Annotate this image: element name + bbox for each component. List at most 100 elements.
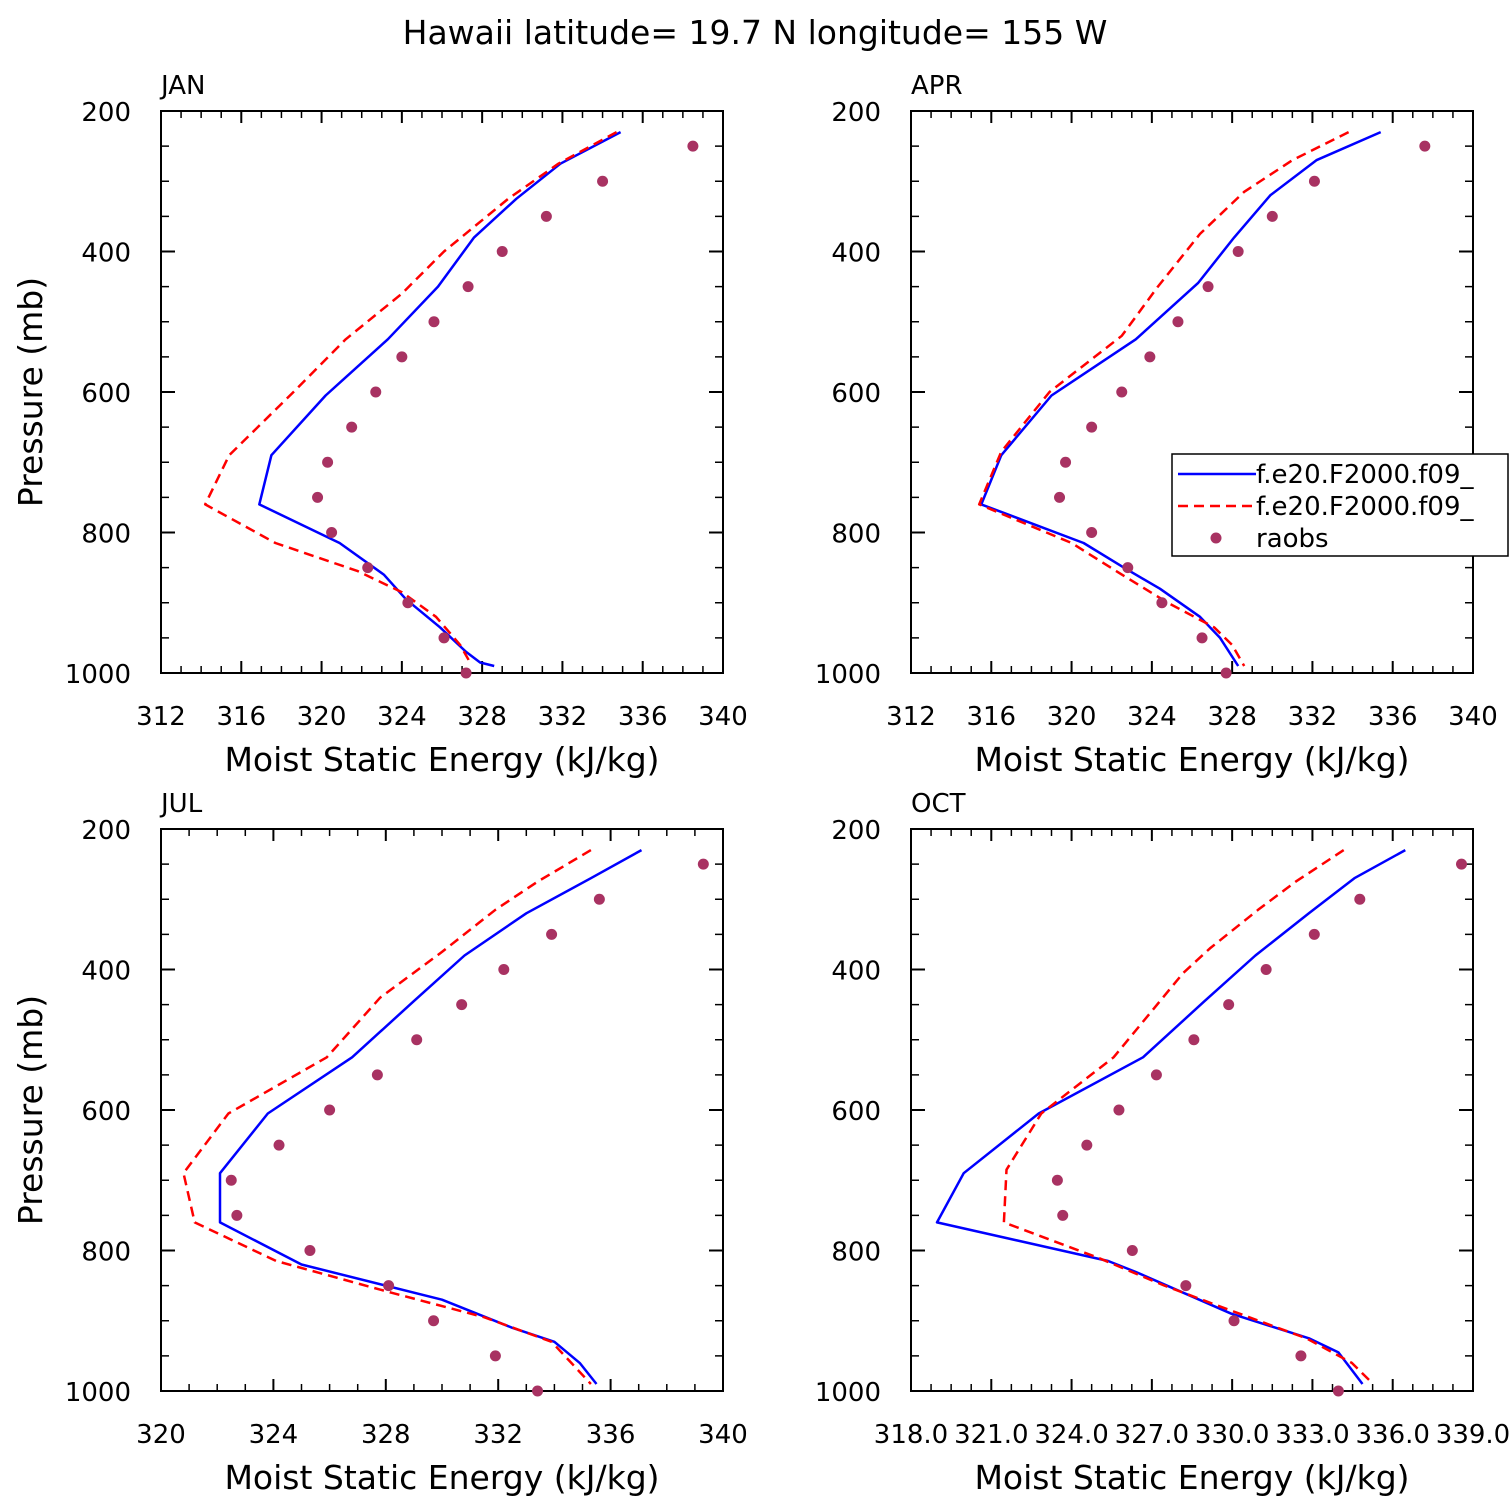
x-tick-label: 320 (297, 702, 347, 732)
raobs-point (428, 316, 440, 328)
raobs-point (1054, 491, 1066, 503)
raobs-point (687, 140, 699, 152)
raobs-point (346, 421, 358, 433)
y-tick-label: 1000 (815, 660, 881, 690)
raobs-point (411, 1034, 423, 1046)
y-axis-label: Pressure (mb) (11, 277, 50, 507)
legend-label: f.e20.F2000.f09_ (1256, 492, 1474, 522)
raobs-point (324, 1104, 336, 1116)
raobs-point (383, 1280, 395, 1292)
model-b-line (1002, 849, 1375, 1385)
panel-label: OCT (911, 789, 966, 819)
y-tick-label: 200 (831, 816, 881, 846)
raobs-point (1332, 1385, 1344, 1397)
raobs-point (697, 858, 709, 870)
model-b-line (977, 130, 1350, 667)
legend-label: f.e20.F2000.f09_ (1256, 460, 1474, 490)
panel-apr: APR 312 316 320 324 328 332 336 340 200 400 600 800 1… (815, 71, 1498, 779)
x-tick-label: 336.0 (1355, 1420, 1429, 1450)
raobs-point (1144, 351, 1156, 363)
x-tick-label: 339.0 (1436, 1420, 1510, 1450)
raobs-point (1180, 1280, 1192, 1292)
y-tick-label: 1000 (815, 1378, 881, 1408)
raobs-point (1188, 1034, 1200, 1046)
raobs-point (1126, 1245, 1138, 1256)
raobs-point (1156, 597, 1168, 609)
y-tick-label: 200 (81, 98, 131, 128)
model-a-line (218, 849, 643, 1385)
x-tick-label: 318.0 (874, 1420, 948, 1450)
raobs-point (1086, 527, 1098, 538)
plot-frame (910, 110, 1474, 674)
y-tick-label: 400 (81, 957, 131, 987)
x-tick-label: 324 (1127, 702, 1177, 732)
raobs-point (1260, 964, 1272, 975)
x-tick-label: 316 (966, 702, 1016, 732)
raobs-point (402, 597, 414, 609)
x-tick-label: 336 (1368, 702, 1418, 732)
raobs-point (462, 281, 474, 293)
x-tick-label: 332 (538, 702, 588, 732)
x-tick-label: 324 (377, 702, 427, 732)
raobs-point (1060, 456, 1072, 468)
raobs-point (370, 386, 382, 398)
x-tick-label: 336 (618, 702, 668, 732)
model-b-line (203, 131, 618, 664)
panel-oct: OCT 318.0 321.0 324.0 327.0 330.0 333.0 336.0 33… (815, 789, 1510, 1497)
legend-marker (1210, 532, 1222, 544)
x-tick-label: 324 (249, 1420, 299, 1450)
x-tick-label: 330.0 (1195, 1420, 1269, 1450)
model-b-line (182, 849, 592, 1385)
raobs-point (489, 1350, 501, 1362)
raobs-point (273, 1139, 285, 1151)
x-tick-label: 332 (473, 1420, 523, 1450)
x-tick-label: 324.0 (1034, 1420, 1108, 1450)
x-axis-label: Moist Static Energy (kJ/kg) (974, 1458, 1409, 1497)
y-tick-label: 1000 (65, 1378, 131, 1408)
raobs-point (1419, 140, 1431, 152)
raobs-point (498, 964, 510, 975)
raobs-point (1232, 246, 1244, 257)
y-tick-label: 800 (831, 520, 881, 550)
x-axis-label: Moist Static Energy (kJ/kg) (974, 740, 1409, 779)
x-tick-label: 332 (1288, 702, 1338, 732)
raobs-point (1308, 175, 1320, 187)
raobs-point (438, 632, 450, 644)
x-tick-label: 316 (216, 702, 266, 732)
x-tick-label: 312 (136, 702, 186, 732)
raobs-point (532, 1385, 544, 1397)
y-tick-label: 200 (831, 98, 881, 128)
raobs-point (326, 527, 338, 538)
y-tick-label: 600 (81, 379, 131, 409)
raobs-point (1202, 281, 1214, 293)
x-tick-label: 333.0 (1275, 1420, 1349, 1450)
plot-frame (160, 110, 724, 674)
y-tick-label: 400 (81, 239, 131, 269)
raobs-point (225, 1174, 237, 1186)
y-tick-label: 800 (831, 1238, 881, 1268)
raobs-point (1455, 858, 1467, 870)
x-tick-label: 328 (361, 1420, 411, 1450)
legend: f.e20.F2000.f09_f.e20.F2000.f09_raobs (1171, 453, 1509, 557)
x-axis-label: Moist Static Energy (kJ/kg) (224, 740, 659, 779)
raobs-point (371, 1069, 383, 1081)
raobs-point (597, 175, 609, 187)
raobs-point (1051, 1174, 1063, 1186)
raobs-point (593, 893, 605, 905)
x-tick-label: 312 (886, 702, 936, 732)
raobs-point (1295, 1350, 1307, 1362)
legend-label: raobs (1256, 524, 1329, 554)
figure-title: Hawaii latitude= 19.7 N longitude= 155 W (403, 13, 1108, 52)
x-tick-label: 327.0 (1115, 1420, 1189, 1450)
x-tick-label: 328 (1207, 702, 1257, 732)
raobs-point (322, 456, 334, 468)
raobs-point (1354, 893, 1366, 905)
x-tick-label: 336 (586, 1420, 636, 1450)
raobs-point (1150, 1069, 1162, 1081)
x-tick-label: 340 (698, 702, 748, 732)
y-tick-label: 800 (81, 520, 131, 550)
raobs-point (1086, 421, 1098, 433)
x-tick-label: 320 (1047, 702, 1097, 732)
y-tick-label: 200 (81, 816, 131, 846)
